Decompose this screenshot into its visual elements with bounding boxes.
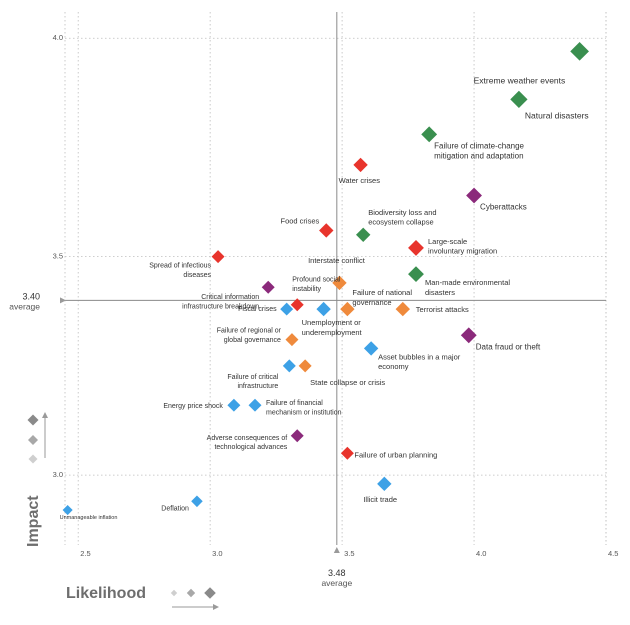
point-spread-of-infectious-diseases [211,250,225,264]
point-unemployment-or-underemployment [316,301,331,317]
point-deflation [191,495,203,508]
x-tick-label: 4.5 [608,549,618,558]
point-label: Large-scale involuntary migration [428,237,497,256]
point-label: Failure of critical infrastructure [227,374,278,390]
point-label: Unemployment or underemployment [302,318,363,337]
x-tick-label: 3.0 [212,549,222,558]
point-label: Profound social instability [292,277,341,293]
y-average-marker [60,297,66,304]
x-average-word: average [321,578,352,588]
point-data-fraud-or-theft [460,327,477,344]
point-asset-bubbles-in-a-major-economy [363,341,379,356]
point-failure-of-urban-planning [340,446,354,460]
point-label: Fiscal crises [238,306,277,313]
impact-legend-diamond [28,435,38,445]
point-label: Unmanageable inflation [60,515,118,521]
x-average-value: 3.48 [328,568,346,578]
point-natural-disasters [510,90,528,109]
y-tick-label: 4.0 [53,33,63,42]
point-label: Failure of climate-change mitigation and … [434,141,524,160]
point-water-crises [353,157,368,173]
point-label: Spread of infectious diseases [149,263,211,279]
point-label: Critical information infrastructure break… [182,294,259,310]
point-cyberattacks [466,187,482,204]
point-label: Failure of regional or global governance [217,328,282,344]
likelihood-legend-diamond [170,589,178,597]
point-label: Natural disasters [525,110,589,120]
point-label: Water crises [339,176,381,185]
point-label: Food crises [280,216,319,225]
point-label: Failure of national governance [352,288,412,307]
point-adverse-consequences-of-technological-advances [290,429,304,443]
point-label: Biodiversity loss and ecosystem collapse [368,208,436,227]
point-unmanageable-inflation [62,505,73,516]
likelihood-legend-diamond [186,588,196,598]
point-label: Adverse consequences of technological adv… [207,435,288,451]
likelihood-legend-diamond [204,587,216,599]
point-label: Energy price shock [163,403,223,410]
x-tick-label: 2.5 [80,549,90,558]
y-axis-title: Impact [25,495,42,547]
point-label: Cyberattacks [480,202,527,211]
point-failure-of-climate-change-mitigation-and-adaptation [421,126,438,143]
point-critical-information-infrastructure-breakdown [261,280,275,294]
impact-legend-diamond [28,454,38,464]
point-extreme-weather-events [570,41,589,61]
point-label: Data fraud or theft [476,342,541,351]
point-energy-price-shock [227,398,241,412]
point-illicit-trade [377,476,392,492]
likelihood-arrowhead [213,604,219,610]
point-failure-of-financial-mechanism-or-institution [248,398,262,412]
y-tick-label: 3.0 [53,470,63,479]
x-tick-label: 3.5 [344,549,354,558]
impact-legend-diamond [27,414,39,426]
point-state-collapse-or-crisis [298,359,312,373]
point-label: Extreme weather events [474,75,566,85]
y-average-word: average [9,301,40,311]
point-label: Failure of financial mechanism or institu… [266,400,342,416]
point-label: Terrorist attacks [416,305,469,314]
point-profound-social-instability [290,298,304,312]
impact-arrowhead [42,412,48,418]
point-large-scale-involuntary-migration [408,239,424,256]
y-average-value: 3.40 [22,291,40,301]
point-failure-of-national-governance [340,301,355,317]
point-label: State collapse or crisis [310,378,385,387]
x-tick-label: 4.0 [476,549,486,558]
point-label: Deflation [161,505,189,512]
x-axis-title: Likelihood [66,585,146,602]
x-average-marker [333,547,340,553]
point-fiscal-crises [280,302,294,316]
point-label: Asset bubbles in a major economy [378,352,461,371]
point-label: Man-made environmental disasters [425,278,510,297]
y-tick-label: 3.5 [53,252,63,261]
point-failure-of-regional-or-global-governance [285,333,299,347]
point-label: Interstate conflict [308,256,366,265]
point-label: Illicit trade [363,495,397,504]
point-label: Failure of urban planning [354,450,437,459]
point-interstate-conflict [332,275,347,291]
point-food-crises [319,223,334,238]
point-terrorist-attacks [395,301,410,317]
point-biodiversity-loss-and-ecosystem-collapse [356,227,371,243]
point-failure-of-critical-infrastructure [282,359,296,373]
point-man-made-environmental-disasters [408,266,424,283]
